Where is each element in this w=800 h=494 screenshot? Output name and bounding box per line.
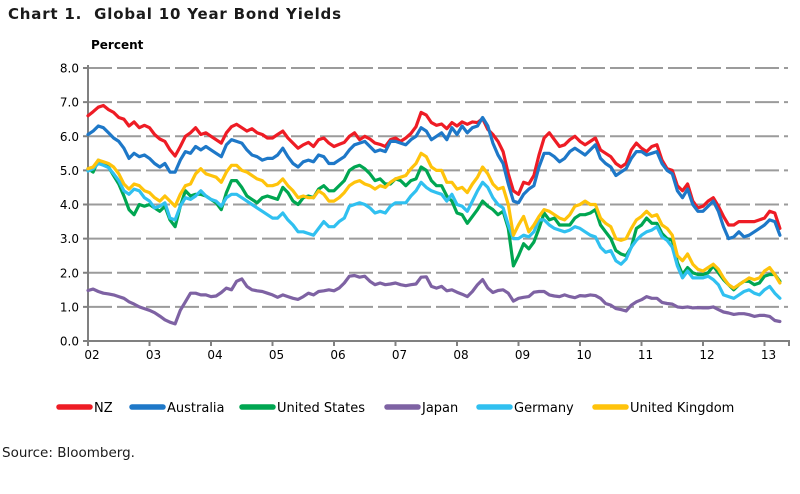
legend-label-japan: Japan: [421, 401, 458, 416]
x-axis-label: 03: [146, 348, 161, 362]
x-axis-label: 02: [84, 348, 99, 362]
y-axis-label: 7.0: [60, 96, 79, 110]
x-axis-label: 08: [453, 348, 468, 362]
x-axis-label: 12: [699, 348, 714, 362]
y-axis-title: Percent: [91, 38, 144, 52]
legend-label-nz: NZ: [94, 401, 113, 416]
series-line-australia: [86, 115, 782, 241]
x-axis-label: 09: [515, 348, 530, 362]
y-axis-label: 5.0: [60, 164, 79, 178]
chart-title: Chart 1. Global 10 Year Bond Yields: [8, 5, 342, 23]
y-axis-label: 2.0: [60, 266, 79, 280]
y-axis-label: 1.0: [60, 300, 79, 314]
x-axis-label: 05: [269, 348, 284, 362]
source-note: Source: Bloomberg.: [2, 445, 135, 461]
series-line-united-kingdom: [86, 151, 782, 290]
y-axis-label: 3.0: [60, 232, 79, 246]
x-axis-label: 06: [330, 348, 345, 362]
legend-label-united-states: United States: [277, 401, 365, 416]
legend-label-australia: Australia: [167, 401, 225, 416]
x-axis-label: 10: [576, 348, 591, 362]
y-axis-label: 4.0: [60, 198, 79, 212]
x-axis-label: 13: [761, 348, 776, 362]
series-line-japan: [86, 273, 782, 326]
x-axis-label: 07: [392, 348, 407, 362]
x-axis-label: 11: [638, 348, 653, 362]
series-line-germany: [86, 161, 782, 300]
x-axis-label: 04: [207, 348, 222, 362]
y-axis-label: 0.0: [60, 335, 79, 349]
y-axis-label: 6.0: [60, 130, 79, 144]
legend-label-united-kingdom: United Kingdom: [630, 401, 734, 416]
legend-label-germany: Germany: [514, 401, 574, 416]
y-axis-label: 8.0: [60, 62, 79, 76]
